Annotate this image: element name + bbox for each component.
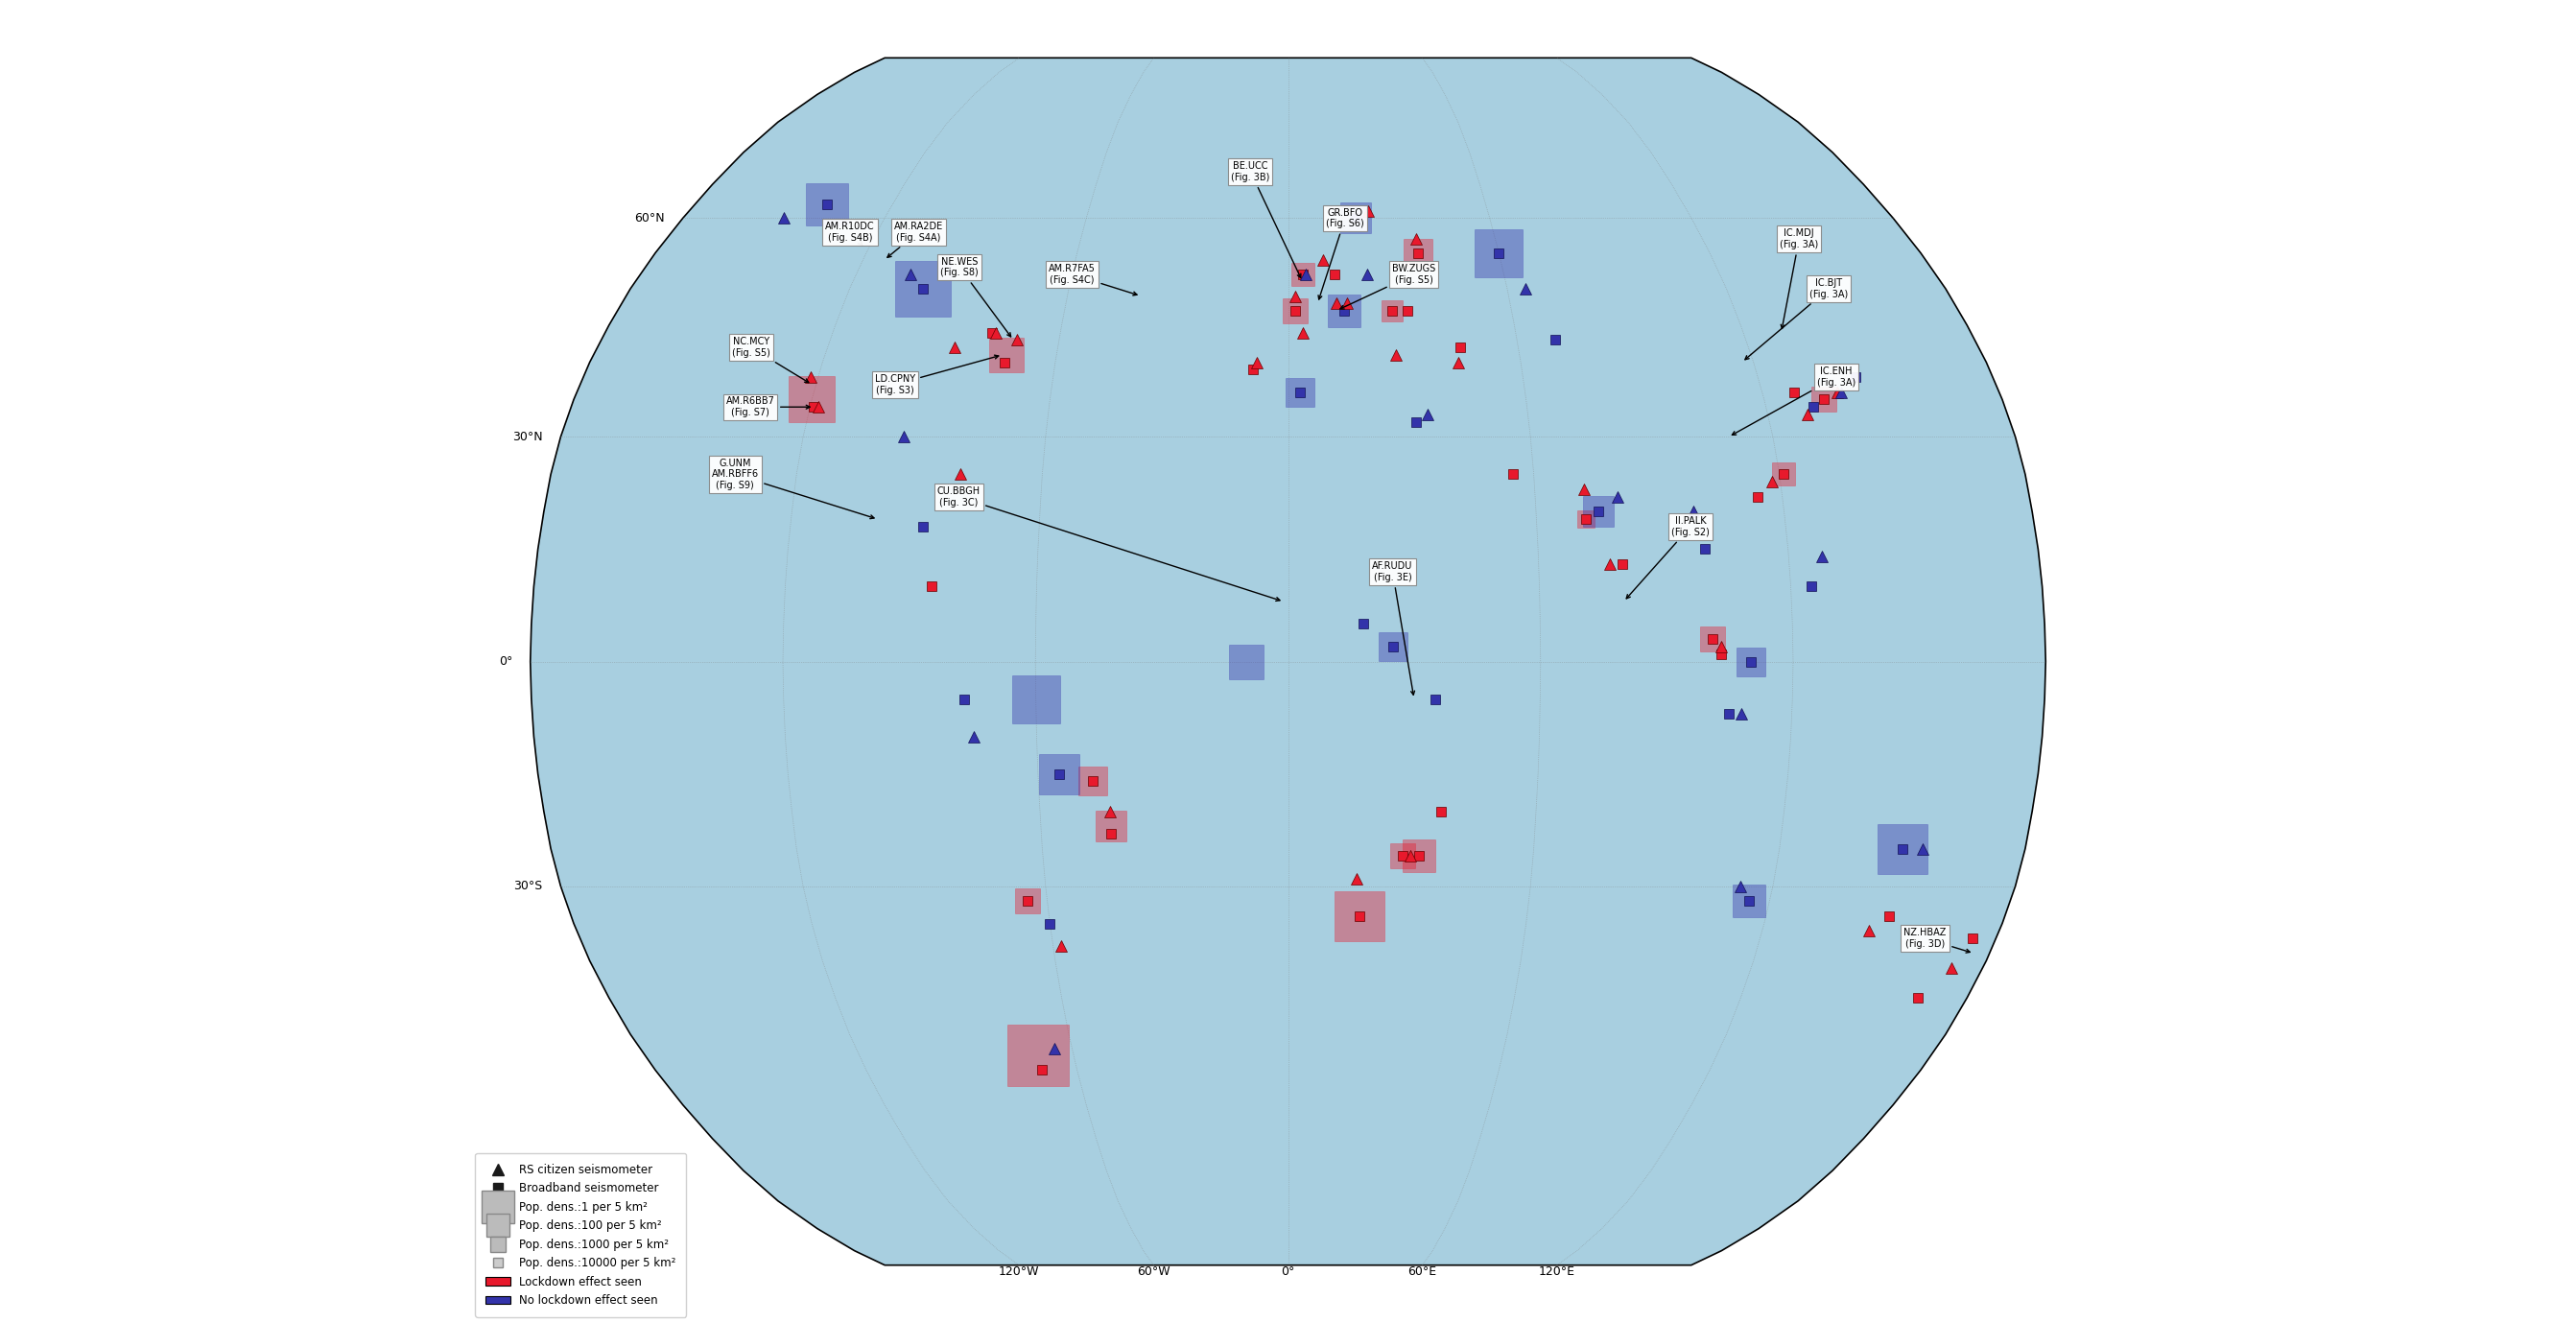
Text: 120°E: 120°E	[1538, 1265, 1574, 1278]
Text: AM.RA2DE
(Fig. S4A): AM.RA2DE (Fig. S4A)	[886, 222, 943, 258]
Text: LD.CPNY
(Fig. S3): LD.CPNY (Fig. S3)	[873, 355, 999, 396]
Text: AM.R7FA5
(Fig. S4C): AM.R7FA5 (Fig. S4C)	[1048, 265, 1136, 295]
Text: IC.BJT
(Fig. 3A): IC.BJT (Fig. 3A)	[1744, 278, 1847, 360]
Text: AM.R6BB7
(Fig. S7): AM.R6BB7 (Fig. S7)	[726, 397, 809, 417]
Text: BW.ZUGS
(Fig. S5): BW.ZUGS (Fig. S5)	[1340, 265, 1435, 310]
Text: 60°N: 60°N	[634, 212, 665, 225]
Text: BE.UCC
(Fig. 3B): BE.UCC (Fig. 3B)	[1231, 161, 1301, 278]
Polygon shape	[531, 58, 2045, 1265]
Text: NE.WES
(Fig. S8): NE.WES (Fig. S8)	[940, 257, 1010, 336]
Text: CU.BBGH
(Fig. 3C): CU.BBGH (Fig. 3C)	[938, 487, 1280, 601]
Text: 60°E: 60°E	[1409, 1265, 1437, 1278]
Text: G.UNM
AM.RBFF6
(Fig. S9): G.UNM AM.RBFF6 (Fig. S9)	[711, 459, 873, 519]
Text: AM.R10DC
(Fig. S4B): AM.R10DC (Fig. S4B)	[824, 222, 876, 246]
Text: IC.MDJ
(Fig. 3A): IC.MDJ (Fig. 3A)	[1780, 229, 1819, 328]
Text: 0°: 0°	[1280, 1265, 1296, 1278]
Text: 0°: 0°	[500, 655, 513, 668]
Text: AF.RUDU
(Fig. 3E): AF.RUDU (Fig. 3E)	[1373, 561, 1414, 695]
Legend: RS citizen seismometer, Broadband seismometer, Pop. dens.:1 per 5 km², Pop. dens: RS citizen seismometer, Broadband seismo…	[477, 1154, 685, 1318]
Text: 60°W: 60°W	[1136, 1265, 1170, 1278]
Text: GR.BFO
(Fig. S6): GR.BFO (Fig. S6)	[1319, 208, 1365, 299]
Text: 30°N: 30°N	[513, 431, 544, 443]
Text: NC.MCY
(Fig. S5): NC.MCY (Fig. S5)	[732, 337, 809, 382]
Text: IC.ENH
(Fig. 3A): IC.ENH (Fig. 3A)	[1731, 366, 1855, 435]
Text: II.PALK
(Fig. S2): II.PALK (Fig. S2)	[1625, 516, 1710, 598]
Text: NZ.HBAZ
(Fig. 3D): NZ.HBAZ (Fig. 3D)	[1904, 927, 1971, 953]
Text: 120°W: 120°W	[999, 1265, 1041, 1278]
Text: 30°S: 30°S	[513, 880, 544, 892]
